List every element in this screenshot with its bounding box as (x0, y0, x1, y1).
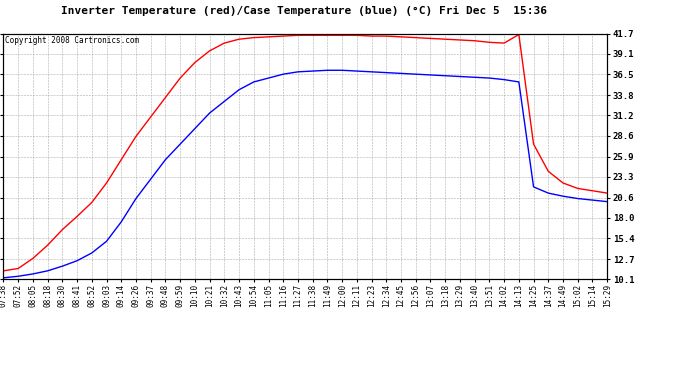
Text: Copyright 2008 Cartronics.com: Copyright 2008 Cartronics.com (5, 36, 139, 45)
Text: Inverter Temperature (red)/Case Temperature (blue) (°C) Fri Dec 5  15:36: Inverter Temperature (red)/Case Temperat… (61, 6, 546, 16)
